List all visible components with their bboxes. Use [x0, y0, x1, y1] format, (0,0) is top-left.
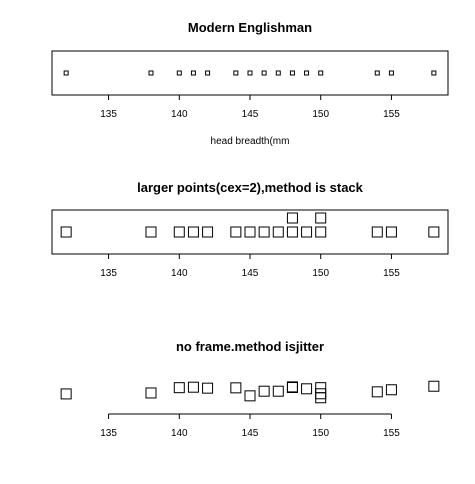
x-tick-label: 150	[312, 268, 329, 279]
data-point	[428, 226, 440, 238]
data-point	[275, 70, 281, 76]
data-point	[272, 226, 284, 238]
data-point	[431, 70, 437, 76]
data-point	[301, 226, 313, 238]
x-axis: 135 140 145 150 155	[100, 253, 400, 279]
x-axis-label: head breadth(mm	[211, 136, 290, 147]
x-tick-label: 145	[242, 109, 259, 120]
plot-frame	[51, 209, 449, 255]
data-point	[244, 226, 256, 238]
data-point	[233, 70, 239, 76]
data-point	[371, 386, 383, 398]
data-point	[187, 381, 199, 393]
data-point	[261, 70, 267, 76]
data-point	[230, 226, 242, 238]
x-tick-label: 140	[171, 428, 188, 439]
x-tick-label: 150	[312, 109, 329, 120]
x-tick-label: 155	[383, 428, 400, 439]
x-tick-label: 135	[100, 268, 117, 279]
data-point	[145, 387, 157, 399]
data-points	[60, 212, 440, 238]
x-axis: 135 140 145 150 155	[100, 94, 400, 120]
data-point	[388, 70, 394, 76]
x-tick-label: 145	[242, 268, 259, 279]
data-point	[230, 382, 242, 394]
data-point	[286, 226, 298, 238]
panel-jitter: no frame.method isjitter 135 140 145 150 155	[60, 339, 440, 439]
data-point	[304, 70, 310, 76]
data-point	[190, 70, 196, 76]
data-point	[371, 226, 383, 238]
chart-title: no frame.method isjitter	[176, 339, 324, 354]
data-point	[286, 212, 298, 224]
data-point	[60, 226, 72, 238]
data-point	[315, 388, 327, 400]
chart-title: larger points(cex=2),method is stack	[137, 180, 364, 195]
panel-stack: larger points(cex=2),method is stack 135…	[51, 180, 449, 279]
data-point	[272, 385, 284, 397]
data-point	[176, 70, 182, 76]
data-point	[145, 226, 157, 238]
data-point	[286, 381, 298, 393]
data-point	[374, 70, 380, 76]
data-point	[315, 382, 327, 394]
x-tick-label: 140	[171, 109, 188, 120]
data-point	[173, 226, 185, 238]
data-point	[286, 382, 298, 394]
data-point	[385, 384, 397, 396]
x-tick-label: 155	[383, 109, 400, 120]
data-point	[63, 70, 69, 76]
data-point	[315, 226, 327, 238]
panel-modern-englishman: Modern Englishman 135 140 145 150 155 head b…	[51, 20, 449, 147]
x-tick-label: 155	[383, 268, 400, 279]
plot-frame	[51, 50, 449, 96]
data-point	[60, 388, 72, 400]
data-point	[315, 212, 327, 224]
x-axis: 135 140 145 150 155	[100, 413, 400, 439]
chart-title: Modern Englishman	[188, 20, 312, 35]
data-point	[202, 226, 214, 238]
data-point	[318, 70, 324, 76]
data-points	[63, 70, 437, 76]
data-point	[173, 382, 185, 394]
data-point	[301, 383, 313, 395]
data-point	[385, 226, 397, 238]
x-tick-label: 135	[100, 109, 117, 120]
data-point	[148, 70, 154, 76]
data-point	[247, 70, 253, 76]
data-point	[187, 226, 199, 238]
data-point	[244, 390, 256, 402]
x-tick-label: 140	[171, 268, 188, 279]
data-point	[202, 382, 214, 394]
x-tick-label: 150	[312, 428, 329, 439]
data-point	[258, 385, 270, 397]
data-point	[205, 70, 211, 76]
x-tick-label: 145	[242, 428, 259, 439]
x-tick-label: 135	[100, 428, 117, 439]
data-point	[258, 226, 270, 238]
data-point	[428, 380, 440, 392]
data-point	[315, 392, 327, 404]
data-points	[60, 380, 440, 404]
data-point	[289, 70, 295, 76]
